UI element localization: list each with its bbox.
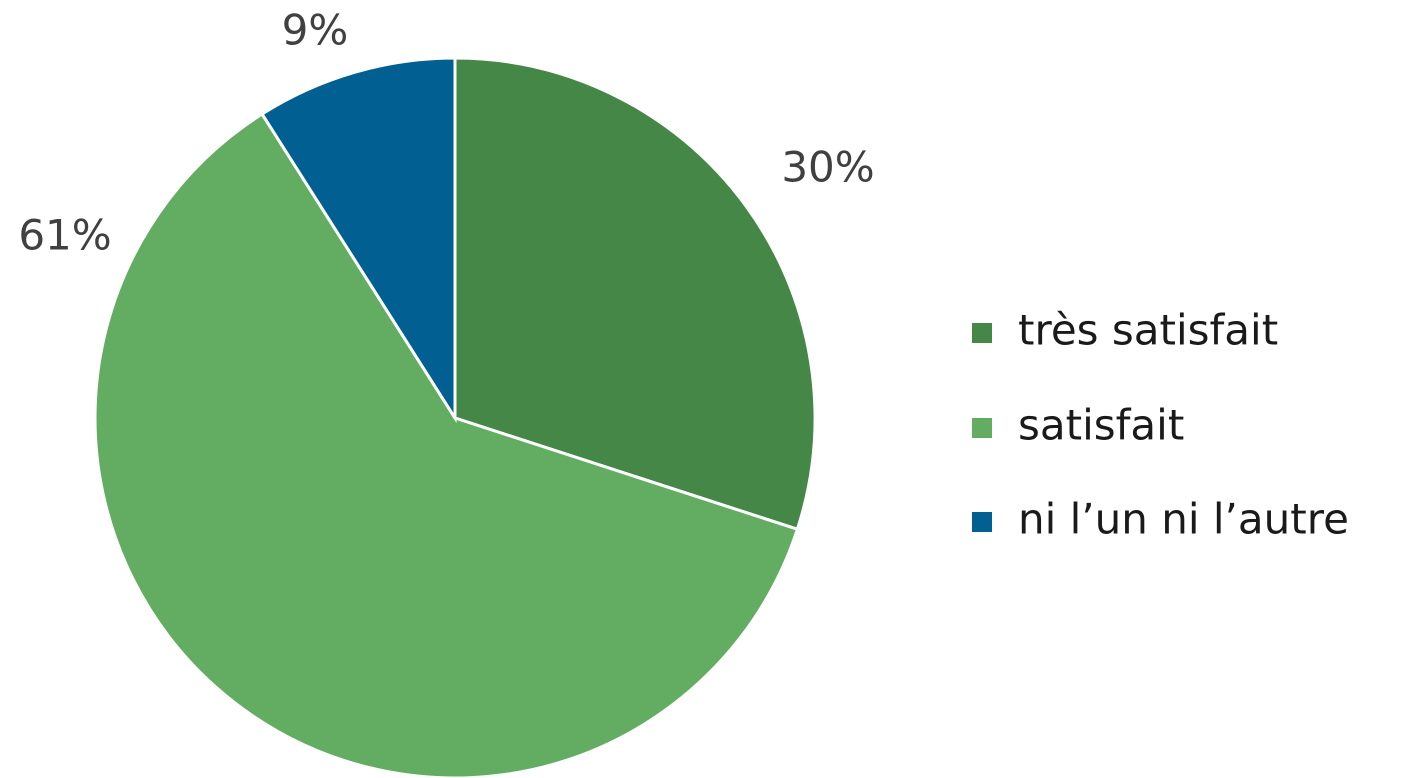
legend-swatch [972, 418, 992, 438]
legend-swatch [972, 512, 992, 532]
pie-slice [93, 111, 800, 778]
legend-label: satisfait [1018, 401, 1184, 450]
data-label: 9% [282, 6, 349, 55]
pie-slice [260, 56, 457, 424]
legend-label: très satisfait [1018, 306, 1278, 355]
data-label: 61% [18, 211, 111, 260]
pie-slice [453, 56, 817, 532]
data-label: 30% [781, 143, 874, 192]
legend-swatch [972, 323, 992, 343]
legend-label: ni l’un ni l’autre [1018, 495, 1349, 544]
